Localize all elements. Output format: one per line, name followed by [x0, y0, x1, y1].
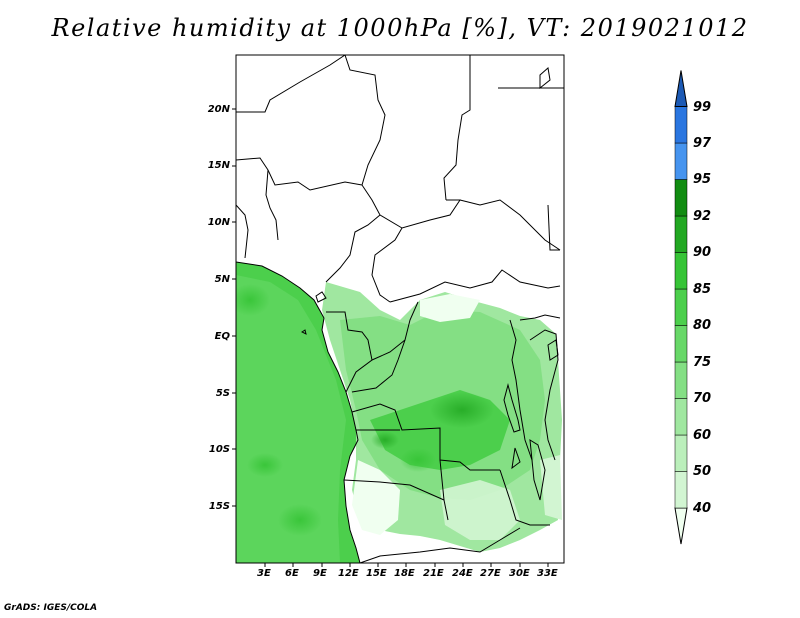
country-borders [236, 55, 564, 563]
colorbar-label: 70 [693, 391, 712, 406]
humidity-field [236, 55, 564, 563]
colorbar-segment [674, 142, 688, 180]
chart-title: Relative humidity at 1000hPa [%], VT: 20… [51, 14, 749, 42]
lat-label: 10N [207, 217, 230, 228]
lon-label: 18E [394, 568, 415, 579]
lon-label: 27E [480, 568, 501, 579]
lon-label: 30E [509, 568, 530, 579]
lon-label: 33E [537, 568, 558, 579]
colorbar-label: 80 [693, 318, 712, 333]
colorbar-label: 99 [693, 100, 712, 115]
colorbar-segment [674, 106, 688, 144]
colorbar-label: 95 [693, 172, 712, 187]
colorbar-segment [674, 434, 688, 472]
map-frame [235, 54, 565, 564]
colorbar-label: 75 [693, 355, 712, 370]
lat-label: EQ [214, 331, 230, 342]
colorbar-segment [674, 361, 688, 399]
colorbar [674, 70, 688, 545]
colorbar-label: 60 [693, 428, 712, 443]
colorbar-segment [674, 325, 688, 363]
lon-label: 12E [338, 568, 359, 579]
colorbar-segment [674, 70, 688, 107]
colorbar-label: 85 [693, 282, 712, 297]
lat-label: 15S [208, 501, 230, 512]
colorbar-label: 50 [693, 464, 712, 479]
lat-label: 5N [214, 274, 230, 285]
colorbar-label: 92 [693, 209, 712, 224]
colorbar-label: 97 [693, 136, 712, 151]
lon-label: 9E [313, 568, 327, 579]
colorbar-segment [674, 179, 688, 217]
lat-label: 5S [215, 388, 230, 399]
colorbar-segment [674, 252, 688, 290]
lon-label: 21E [423, 568, 444, 579]
lon-label: 15E [366, 568, 387, 579]
colorbar-label: 90 [693, 245, 712, 260]
colorbar-segment [674, 471, 688, 509]
lat-label: 15N [207, 160, 230, 171]
lon-label: 3E [257, 568, 271, 579]
credit-label: GrADS: IGES/COLA [4, 603, 98, 613]
colorbar-segment [674, 288, 688, 326]
axis-ticks [232, 108, 549, 567]
colorbar-label: 40 [693, 501, 712, 516]
colorbar-segment [674, 507, 688, 545]
colorbar-segment [674, 398, 688, 436]
lat-label: 10S [208, 444, 230, 455]
colorbar-segment [674, 215, 688, 253]
lat-label: 20N [207, 104, 230, 115]
lon-label: 6E [285, 568, 299, 579]
lon-label: 24E [452, 568, 473, 579]
